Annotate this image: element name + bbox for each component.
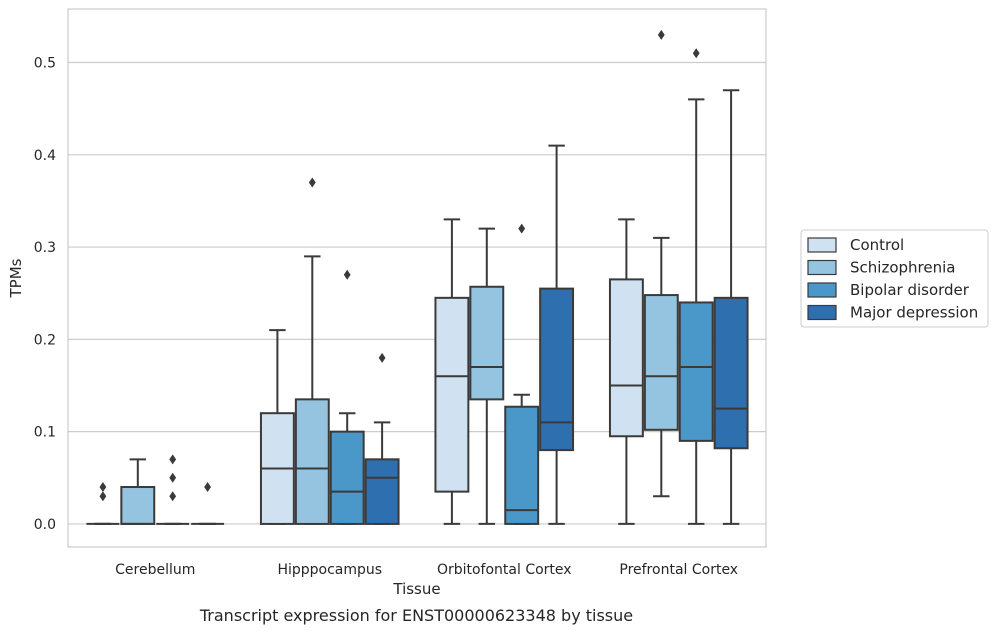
outlier-point <box>518 223 526 234</box>
box-body <box>120 486 156 525</box>
outlier-point <box>99 491 107 502</box>
y-tick-label: 0.3 <box>34 240 56 256</box>
figure-caption: Transcript expression for ENST0000062334… <box>199 606 634 625</box>
box-schizophrenia <box>294 177 330 525</box>
box-body <box>329 430 365 525</box>
y-tick-label: 0.4 <box>34 148 56 164</box>
y-tick-label: 0.1 <box>34 425 56 441</box>
box-major-depression <box>191 482 225 525</box>
box-body <box>504 405 540 525</box>
x-tick-label: Hipppocampus <box>277 562 382 578</box>
legend-entry: Major depression <box>850 304 978 322</box>
box-body <box>469 285 505 401</box>
grid-lines <box>68 61 766 525</box>
box-schizophrenia <box>469 227 505 525</box>
legend-swatch <box>807 259 837 276</box>
box-major-depression <box>364 352 400 525</box>
box-bipolar-disorder <box>678 48 714 525</box>
outlier-point <box>169 491 177 502</box>
box-major-depression <box>539 144 575 525</box>
y-axis-label: TPMs <box>7 258 25 298</box>
box-body <box>713 296 749 450</box>
box-bipolar-disorder <box>329 269 365 525</box>
legend-swatch <box>807 282 837 298</box>
box-body <box>608 278 644 438</box>
box-control <box>434 218 470 525</box>
outlier-point <box>169 472 177 483</box>
box-body <box>434 296 470 493</box>
box-major-depression <box>713 89 749 525</box>
x-tick-label: Prefrontal Cortex <box>619 562 738 578</box>
box-series <box>86 29 749 525</box>
box-body <box>294 398 330 525</box>
y-tick-label: 0.5 <box>34 56 56 72</box>
y-tick-label: 0.0 <box>34 517 56 533</box>
legend: Control Schizophrenia Bipolar disorder Majo… <box>800 229 989 328</box>
box-bipolar-disorder <box>504 223 540 525</box>
box-control <box>259 329 295 525</box>
legend-swatch <box>807 304 837 321</box>
outlier-point <box>378 352 386 363</box>
outlier-point <box>692 48 700 59</box>
y-tick-label: 0.2 <box>34 332 56 348</box>
box-bipolar-disorder <box>156 454 190 525</box>
x-axis-ticks: Cerebellum Hipppocampus Orbitofontal Corte… <box>115 562 738 578</box>
x-tick-label: Orbitofontal Cortex <box>437 562 572 578</box>
y-axis-ticks: 0.0 0.1 0.2 0.3 0.4 0.5 <box>34 56 56 533</box>
box-body <box>643 294 679 431</box>
plot-frame <box>67 8 767 548</box>
outlier-point <box>204 482 211 493</box>
box-body <box>678 301 714 442</box>
legend-swatch <box>807 237 837 253</box>
legend-entry: Bipolar disorder <box>850 281 970 299</box>
box-schizophrenia <box>120 458 156 525</box>
outlier-point <box>169 454 177 465</box>
legend-entry: Control <box>850 236 904 254</box>
box-control <box>608 218 644 525</box>
box-control <box>86 482 120 525</box>
box-body <box>364 458 400 525</box>
box-schizophrenia <box>643 29 679 498</box>
legend-frame <box>800 229 989 328</box>
outlier-point <box>308 177 316 188</box>
x-axis-label: Tissue <box>392 580 440 598</box>
outlier-point <box>343 269 351 280</box>
outlier-point <box>657 29 665 40</box>
legend-entry: Schizophrenia <box>850 259 955 277</box>
x-tick-label: Cerebellum <box>115 562 195 578</box>
outlier-point <box>99 482 107 493</box>
box-body <box>539 287 575 452</box>
